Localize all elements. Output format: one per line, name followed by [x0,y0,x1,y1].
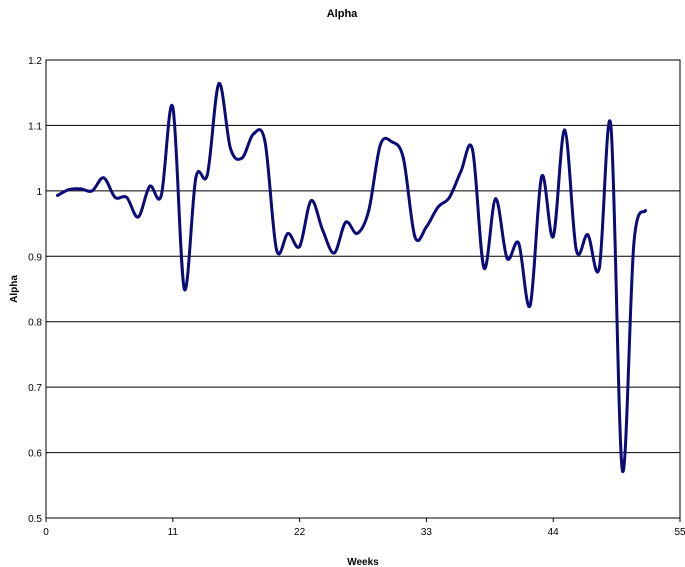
data-point [125,195,129,199]
data-point [298,244,302,248]
data-point [551,235,555,239]
data-point [240,156,244,160]
data-point [332,251,336,255]
x-axis-label: Weeks [347,557,379,567]
data-point [390,140,394,144]
y-axis-label: Alpha [9,275,20,303]
data-point [378,143,382,147]
data-point [194,176,198,180]
x-tick-label: 11 [168,527,179,538]
data-point [620,468,624,472]
x-tick-label: 55 [674,527,685,538]
data-point [424,225,428,229]
data-point [90,189,94,193]
x-tick-label: 0 [43,527,49,538]
y-tick-label: 1.1 [28,121,42,132]
y-tick-label: 0.9 [28,252,42,263]
data-point [436,205,440,209]
data-point [113,195,117,199]
x-tick-label: 22 [294,527,306,538]
data-point [251,132,255,136]
data-point [228,146,232,150]
data-point [401,156,405,160]
data-point [102,176,106,180]
data-point [459,169,463,173]
y-axis-ticks: 0.5 0.6 0.7 0.8 0.9 1 1.1 1.2 [28,56,42,525]
gridlines [46,124,680,454]
data-point [344,220,348,224]
data-point [355,231,359,235]
data-point [321,228,325,232]
data-point [205,173,209,176]
x-tick-label: 33 [421,527,433,538]
data-point [182,287,186,291]
data-point [171,105,175,109]
y-tick-label: 1 [36,187,42,198]
data-point [413,235,417,239]
data-point [563,128,567,132]
data-point [482,266,486,270]
data-point [632,241,636,245]
data-point [67,188,71,192]
data-point [540,174,544,178]
data-point [367,208,371,212]
y-tick-label: 0.8 [28,318,42,329]
data-point [309,199,313,203]
data-point [217,82,221,86]
data-point [609,123,613,127]
data-point [263,140,267,144]
y-tick-label: 0.6 [28,449,42,460]
x-axis-ticks: 0 11 22 33 44 55 [43,518,685,538]
chart-title: Alpha [327,8,358,20]
data-point [56,193,60,197]
data-point [528,303,532,307]
plot-area-border [45,59,681,519]
data-point [447,195,451,199]
data-point [586,233,590,237]
data-point [79,187,83,191]
series-line-0 [56,82,647,473]
data-point [275,248,279,252]
y-tick-label: 0.5 [28,514,42,525]
data-point [643,208,647,212]
data-point [136,215,140,219]
data-point [517,241,521,245]
x-tick-label: 44 [548,527,560,538]
data-point [471,148,475,152]
data-point [159,193,163,197]
data-point [148,184,152,188]
series-layer [56,82,647,473]
data-point [494,197,498,201]
y-tick-label: 0.7 [28,383,42,394]
data-point [597,266,601,270]
y-tick-label: 1.2 [28,56,42,67]
data-point [574,248,578,252]
data-point [286,231,290,235]
data-point [505,256,509,260]
